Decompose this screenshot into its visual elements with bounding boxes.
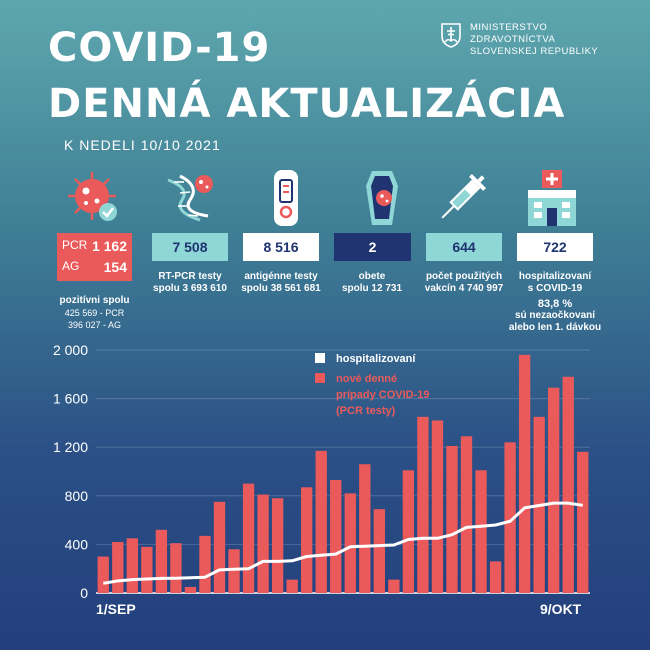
rtpcr-value: 7 508 (152, 233, 228, 261)
deaths-caption-block: obete spolu 12 731 (322, 271, 422, 295)
antigen-value: 8 516 (243, 233, 319, 261)
ministry-line-1: MINISTERSTVO (470, 22, 548, 33)
legend-hospitalized: hospitalizovaní (336, 353, 416, 365)
case-bar (562, 376, 574, 593)
case-bar (242, 483, 255, 593)
positive-detail-pcr: 425 569 - PCR (64, 308, 125, 318)
positive-caption-block: pozitívni spolu 425 569 - PCR 396 027 - … (52, 295, 137, 331)
positive-caption: pozitívni spolu (59, 295, 130, 306)
rtpcr-detail: spolu 3 693 610 (153, 283, 227, 294)
vaccines-detail: vakcín 4 740 997 (424, 283, 504, 294)
case-bar (199, 535, 211, 593)
case-bar (257, 494, 269, 593)
case-bar (155, 529, 168, 593)
pcr-value: 1 162 (91, 238, 127, 254)
x-end-label: 9/OKT (540, 601, 582, 617)
y-tick-label: 400 (65, 536, 89, 552)
y-tick-label: 1 600 (53, 391, 88, 407)
ministry-logo: MINISTERSTVO ZDRAVOTNÍCTVA SLOVENSKEJ RE… (440, 22, 598, 58)
case-bar (533, 416, 545, 593)
case-bar (489, 561, 502, 593)
virus-icon (68, 172, 117, 221)
case-bar (344, 493, 356, 593)
case-bar (330, 480, 342, 593)
coat-of-arms-icon (441, 23, 461, 48)
ministry-line-3: SLOVENSKEJ REPUBLIKY (470, 46, 599, 57)
legend: hospitalizovaní nové denné prípady COVID… (315, 353, 430, 417)
case-bar (315, 450, 327, 593)
case-bar (97, 556, 109, 593)
case-bar (228, 549, 240, 593)
hospital-value: 722 (517, 233, 593, 261)
legend-cases-1: nové denné (336, 373, 397, 385)
report-date: K NEDELI 10/10 2021 (64, 137, 221, 153)
legend-cases-3: (PCR testy) (336, 405, 396, 417)
case-bar (301, 487, 313, 593)
case-bar (271, 498, 284, 593)
case-bar (213, 501, 226, 593)
y-tick-label: 1 200 (53, 439, 88, 455)
case-bar (112, 541, 124, 593)
y-tick-label: 2 000 (53, 342, 88, 358)
case-bar (475, 470, 487, 593)
case-bar (184, 586, 197, 593)
deaths-caption: obete (358, 271, 386, 282)
positive-cases-box: PCR 1 162 AG 154 (57, 233, 132, 281)
rtpcr-caption: RT-PCR testy (158, 271, 222, 282)
case-bar (170, 543, 182, 593)
vaccines-value: 644 (426, 233, 502, 261)
hospital-caption: hospitalizovaní (518, 271, 592, 282)
positive-detail-ag: 396 027 - AG (67, 320, 122, 330)
legend-swatch-hospitalized (315, 353, 325, 363)
hospital-icon (528, 170, 576, 226)
case-bar (286, 579, 298, 593)
dna-virus-icon (167, 174, 213, 222)
hospitalized-line (103, 501, 583, 585)
case-bar (141, 546, 153, 593)
deaths-value: 2 (334, 233, 411, 261)
case-bar (126, 538, 138, 593)
case-bar (577, 451, 589, 593)
case-bar (431, 420, 444, 593)
case-bar (373, 509, 385, 593)
case-bar (548, 387, 560, 593)
hospital-note-1: sú nezaočkovaní (514, 310, 596, 321)
case-bar (402, 470, 415, 593)
ag-value: 154 (103, 259, 127, 275)
case-bar (359, 464, 371, 593)
antigen-test-icon (274, 170, 298, 226)
antigen-caption-block: antigénne testy spolu 38 561 681 (231, 271, 331, 295)
hospital-caption-block: hospitalizovaní s COVID-19 83,8 % sú nez… (500, 271, 610, 334)
legend-swatch-cases (315, 373, 325, 383)
antigen-caption: antigénne testy (244, 271, 318, 282)
vaccines-caption-block: počet použitých vakcín 4 740 997 (414, 271, 514, 295)
case-bar (504, 442, 516, 593)
ag-label: AG (62, 259, 80, 273)
pcr-label: PCR (62, 238, 88, 252)
case-bar (518, 354, 531, 593)
ministry-line-2: ZDRAVOTNÍCTVA (470, 34, 556, 45)
deaths-detail: spolu 12 731 (341, 283, 403, 294)
case-bar (446, 445, 458, 593)
antigen-detail: spolu 38 561 681 (241, 283, 321, 294)
vaccines-caption: počet použitých (425, 271, 503, 282)
case-bar (460, 436, 473, 593)
coffin-icon (366, 171, 398, 225)
hospital-pct: 83,8 % (537, 298, 573, 310)
rtpcr-caption-block: RT-PCR testy spolu 3 693 610 (140, 271, 240, 295)
case-bar (388, 579, 400, 593)
title-line-1: COVID-19 (48, 25, 271, 71)
y-tick-label: 0 (80, 585, 88, 601)
hospital-note-2: alebo len 1. dávkou (508, 322, 602, 333)
title-line-2: DENNÁ AKTUALIZÁCIA (48, 81, 566, 127)
hospital-caption-2: s COVID-19 (527, 283, 583, 294)
y-tick-label: 800 (65, 488, 89, 504)
case-bar (417, 416, 429, 593)
x-start-label: 1/SEP (96, 601, 136, 617)
syringe-icon (441, 173, 487, 219)
legend-cases-2: prípady COVID-19 (336, 389, 430, 401)
